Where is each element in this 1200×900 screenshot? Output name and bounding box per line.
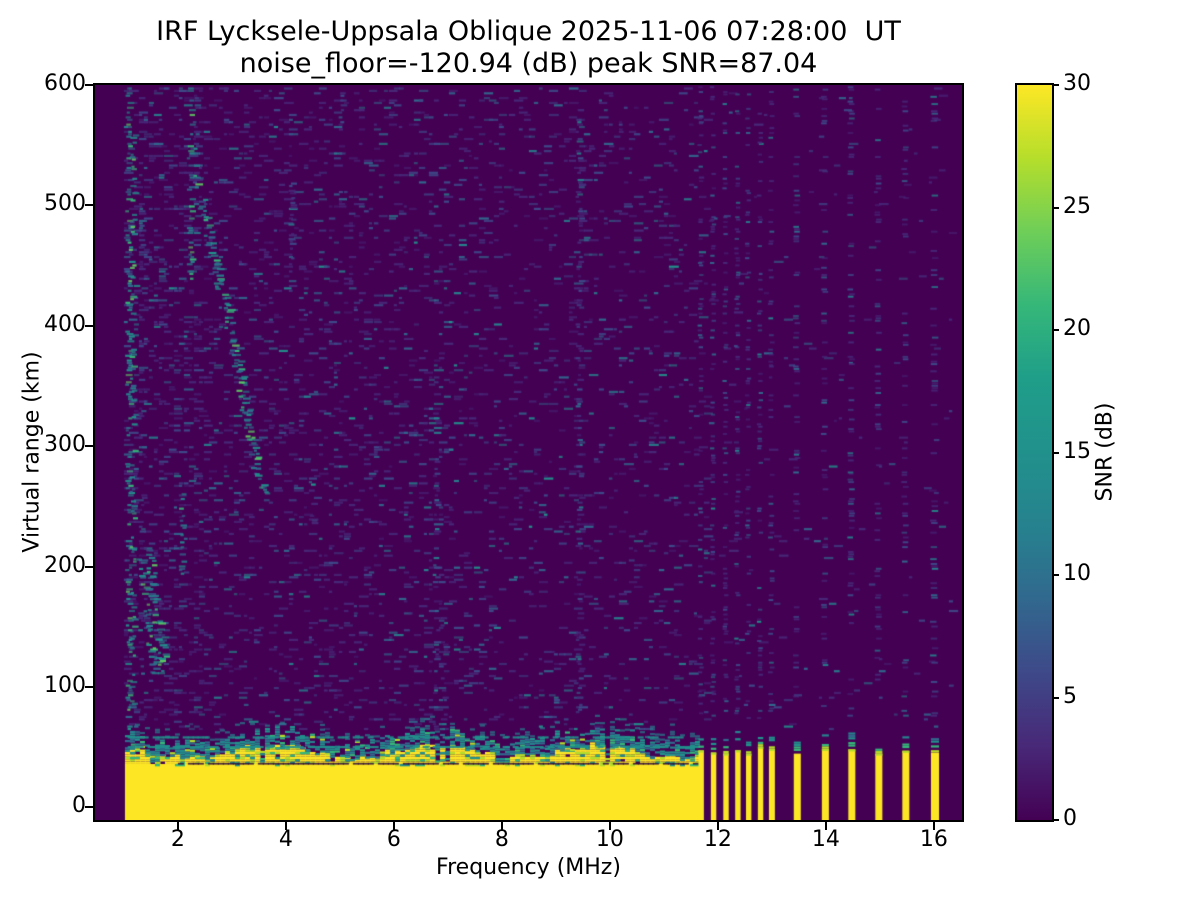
colorbar-tick-label: 0 (1063, 806, 1077, 831)
x-tick-mark (608, 822, 611, 830)
x-tick-label: 12 (703, 827, 732, 852)
colorbar-tick-mark (1052, 819, 1059, 821)
heatmap-canvas (95, 85, 962, 820)
y-tick-label: 200 (44, 552, 86, 578)
y-tick-mark (85, 324, 93, 327)
y-tick-label: 500 (44, 191, 86, 217)
y-tick-label: 600 (44, 71, 86, 96)
x-tick-label: 6 (386, 827, 401, 852)
y-tick-label: 0 (72, 793, 86, 819)
x-tick-mark (824, 822, 827, 830)
x-axis-label: Frequency (MHz) (436, 855, 621, 880)
y-tick-label: 400 (44, 311, 86, 337)
plot-title: IRF Lycksele-Uppsala Oblique 2025-11-06 … (156, 16, 901, 47)
y-tick-label: 300 (44, 432, 86, 458)
colorbar-tick-label: 20 (1063, 316, 1091, 341)
x-tick-mark (500, 822, 503, 830)
x-tick-label: 14 (811, 827, 840, 852)
colorbar-tick-label: 15 (1063, 438, 1091, 464)
colorbar-tick-label: 10 (1063, 561, 1091, 586)
x-tick-mark (932, 822, 935, 830)
y-tick-mark (85, 565, 93, 568)
y-tick-label: 100 (44, 672, 86, 698)
plot-subtitle: noise_floor=-120.94 (dB) peak SNR=87.04 (239, 48, 818, 79)
y-tick-mark (85, 685, 93, 688)
colorbar-tick-mark (1052, 84, 1059, 86)
y-tick-mark (85, 84, 93, 86)
plot-axes-box (93, 83, 964, 822)
colorbar-tick-label: 5 (1063, 683, 1077, 709)
x-tick-label: 10 (595, 827, 624, 852)
colorbar-tick-label: 25 (1063, 193, 1091, 219)
y-tick-mark (85, 806, 93, 809)
colorbar-tick-label: 30 (1063, 71, 1091, 96)
x-tick-label: 8 (494, 827, 509, 852)
y-axis-label: Virtual range (km) (19, 351, 45, 553)
colorbar-label: SNR (dB) (1092, 402, 1118, 502)
colorbar-tick-mark (1052, 696, 1059, 699)
x-tick-label: 16 (919, 827, 948, 852)
x-tick-mark (176, 822, 179, 830)
x-tick-mark (392, 822, 395, 830)
y-tick-mark (85, 445, 93, 448)
x-tick-label: 4 (278, 827, 293, 852)
colorbar-tick-mark (1052, 451, 1059, 454)
x-tick-mark (716, 822, 719, 830)
colorbar-tick-mark (1052, 329, 1059, 331)
x-tick-label: 2 (170, 827, 185, 852)
y-tick-mark (85, 204, 93, 207)
x-tick-mark (284, 822, 287, 830)
colorbar-tick-mark (1052, 206, 1059, 209)
colorbar (1015, 83, 1054, 822)
colorbar-tick-mark (1052, 574, 1059, 576)
